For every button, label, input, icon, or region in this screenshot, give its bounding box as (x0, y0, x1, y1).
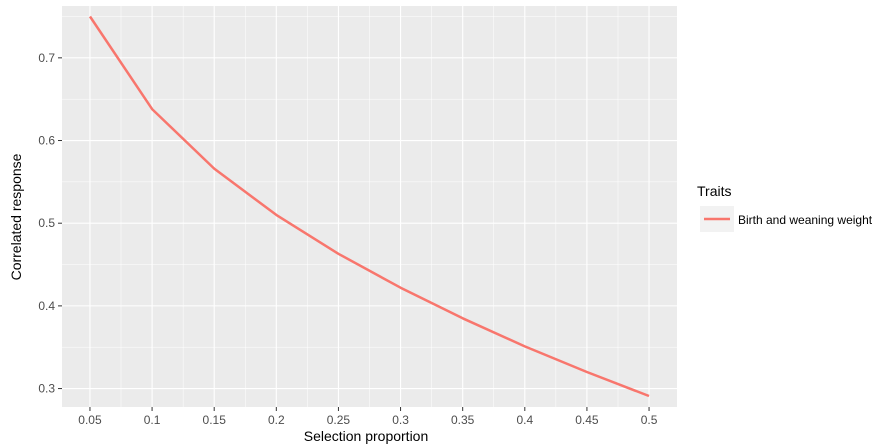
y-tick-label: 0.5 (38, 216, 55, 230)
y-tick-label: 0.7 (38, 51, 55, 65)
x-tick-label: 0.3 (392, 413, 409, 427)
x-tick-label: 0.45 (575, 413, 599, 427)
x-axis-ticks: 0.05 0.1 0.15 0.2 0.25 0.3 0.35 0.4 0.45 0.5 (78, 407, 658, 427)
y-axis-title: Correlated response (8, 153, 24, 280)
y-axis-ticks: 0.3 0.4 0.5 0.6 0.7 (38, 51, 62, 396)
x-axis-title: Selection proportion (304, 428, 429, 444)
x-tick-label: 0.5 (641, 413, 658, 427)
x-tick-label: 0.05 (78, 413, 102, 427)
minor-gridlines (62, 6, 677, 407)
x-tick-label: 0.4 (516, 413, 533, 427)
major-gridlines (62, 6, 677, 407)
y-tick-label: 0.4 (38, 299, 55, 313)
legend-title: Traits (697, 183, 731, 199)
legend: Traits Birth and weaning weight (697, 183, 873, 232)
x-tick-label: 0.15 (203, 413, 227, 427)
x-tick-label: 0.1 (144, 413, 161, 427)
series-layer (88, 15, 650, 398)
x-tick-label: 0.35 (451, 413, 475, 427)
series-line (88, 15, 650, 398)
legend-label: Birth and weaning weight (738, 213, 873, 227)
x-tick-label: 0.2 (268, 413, 285, 427)
x-tick-label: 0.25 (327, 413, 351, 427)
y-tick-label: 0.3 (38, 382, 55, 396)
y-tick-label: 0.6 (38, 134, 55, 148)
